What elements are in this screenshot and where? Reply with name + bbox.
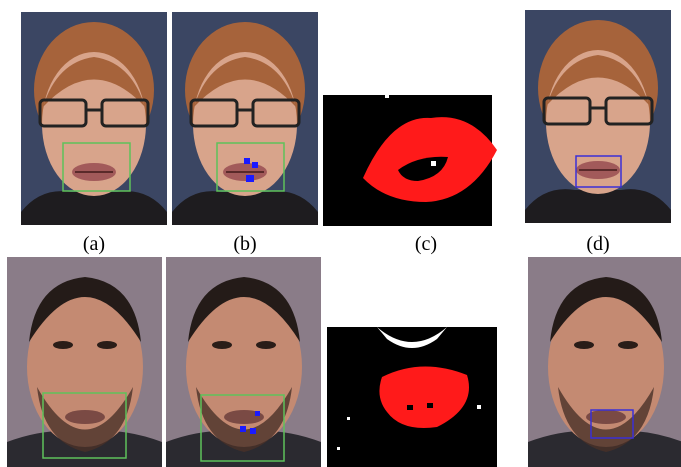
caption: (a)	[83, 233, 105, 255]
face-image	[7, 257, 162, 467]
lip-mask	[323, 95, 497, 226]
face-image	[525, 10, 671, 223]
face-image	[21, 12, 167, 225]
face-image	[166, 257, 321, 467]
page: (a) (b) (c) (d) (() => { const data = JS…	[0, 0, 681, 467]
lip-mask	[327, 327, 497, 467]
caption: (d)	[586, 233, 609, 255]
figure: (a) (b) (c) (d)	[0, 0, 681, 467]
face-image	[528, 257, 681, 467]
caption: (c)	[415, 233, 437, 255]
face-image	[172, 12, 318, 225]
caption: (b)	[233, 233, 256, 255]
